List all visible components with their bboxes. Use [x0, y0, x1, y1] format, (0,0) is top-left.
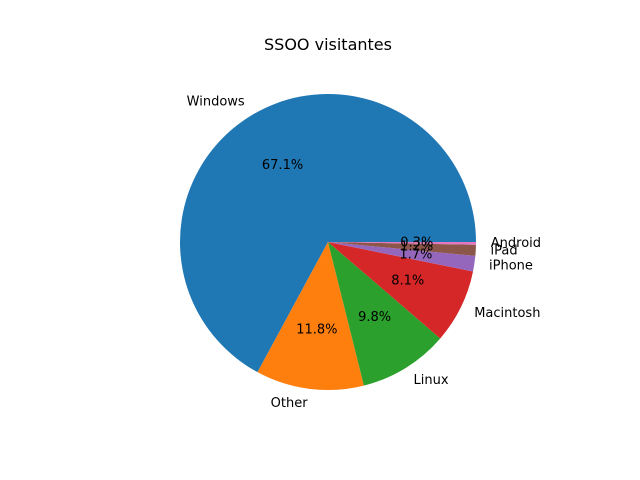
pie-slice-iphone: [328, 242, 476, 272]
slice-pct-other: 11.8%: [296, 323, 337, 338]
slice-label-macintosh: Macintosh: [474, 306, 540, 321]
slice-label-iphone: iPhone: [489, 258, 533, 273]
slice-pct-iphone: 1.7%: [399, 248, 432, 263]
chart-title: SSOO visitantes: [264, 35, 392, 54]
slice-pct-linux: 9.8%: [358, 310, 391, 325]
pie-slice-windows: [180, 94, 476, 373]
slice-pct-macintosh: 8.1%: [391, 274, 424, 289]
pie-labels: Windows 67.1% Other 11.8% Linux 9.8% Macintosh…: [187, 95, 541, 411]
slice-label-android: Android: [491, 236, 541, 251]
pie-slice-other: [257, 242, 364, 390]
pie-slices: [180, 94, 476, 390]
slice-pct-android: 0.3%: [400, 235, 433, 250]
pie-slice-macintosh: [328, 242, 474, 339]
slice-pct-ipad: 1.2%: [400, 240, 433, 255]
slice-label-windows: Windows: [187, 95, 245, 110]
slice-label-ipad: iPad: [491, 244, 518, 259]
slice-label-linux: Linux: [413, 373, 448, 388]
pie-slice-android: [328, 242, 476, 245]
slice-label-other: Other: [271, 396, 309, 411]
slice-pct-windows: 67.1%: [262, 158, 303, 173]
pie-slice-linux: [328, 242, 441, 386]
pie-slice-ipad: [328, 242, 476, 256]
